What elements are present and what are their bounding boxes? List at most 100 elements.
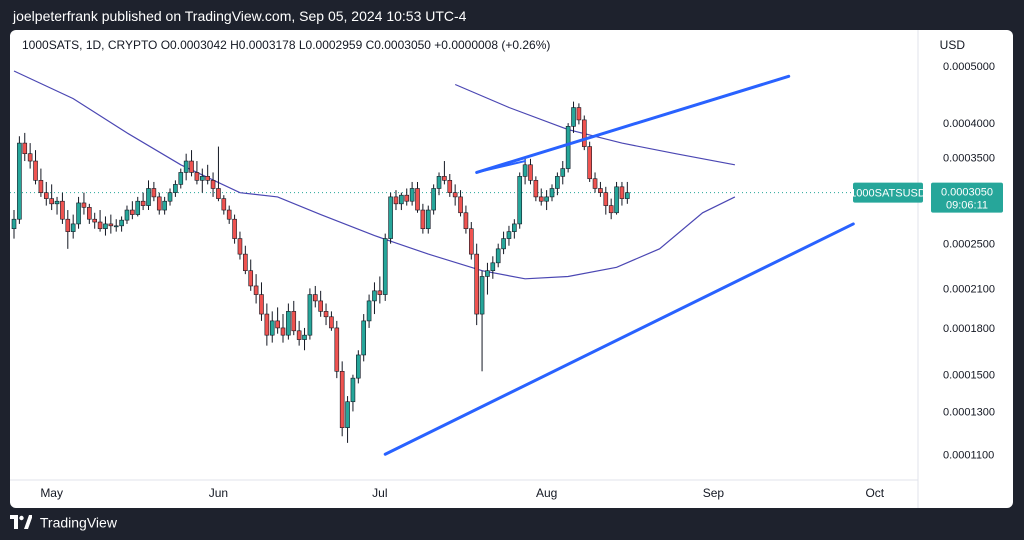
footer: TradingView: [10, 513, 117, 533]
candle-body: [146, 188, 151, 206]
footer-brand: TradingView: [39, 514, 117, 531]
candle-body: [296, 330, 302, 340]
candle-body: [442, 176, 447, 181]
candle-body: [512, 223, 517, 232]
candle-body: [528, 164, 533, 181]
candle-body: [81, 202, 87, 208]
candle-body: [350, 377, 356, 403]
trendline[interactable]: [475, 160, 527, 174]
candle-body: [33, 160, 38, 181]
candle-body: [200, 176, 205, 181]
candle-body: [216, 188, 221, 199]
candle-body: [399, 194, 404, 205]
candle-body: [463, 212, 469, 230]
trendline[interactable]: [383, 222, 855, 456]
candle-body: [366, 300, 372, 322]
candle-body: [183, 160, 189, 173]
price-tick-label: 0.0001100: [943, 449, 994, 461]
candle-body: [382, 238, 388, 295]
publisher-line: joelpeterfrank published on TradingView.…: [13, 8, 467, 24]
candle-body: [576, 107, 582, 121]
candle-body: [501, 238, 506, 250]
candle-body: [485, 270, 490, 277]
candle-body: [625, 192, 630, 199]
candle-body: [38, 180, 44, 193]
last-price-tag: [931, 182, 1003, 213]
moving-average-line: [13, 70, 736, 280]
candle-body: [156, 196, 162, 211]
last-price-value: 0.0003050: [941, 187, 993, 199]
candle-body: [312, 294, 318, 302]
candle-body: [124, 209, 130, 221]
candle-body: [565, 126, 571, 169]
candle-body: [415, 188, 420, 211]
candle-body: [555, 176, 560, 189]
price-tick-label: 0.0004000: [943, 118, 995, 130]
candle-body: [372, 290, 377, 302]
tradingview-logo-icon: [10, 515, 32, 530]
candle-body: [167, 192, 173, 202]
candle-body: [468, 228, 474, 255]
currency-label[interactable]: USD: [939, 38, 965, 52]
price-tick-label: 0.0003500: [943, 152, 995, 164]
candle-body: [581, 119, 587, 147]
candle-body: [329, 316, 334, 329]
time-tick-label: Jun: [209, 486, 228, 500]
time-tick-label: Aug: [536, 486, 557, 500]
symbol-tag-label: 1000SATSUSD: [850, 188, 926, 200]
candle-body: [221, 198, 227, 211]
candle-body: [130, 209, 135, 215]
candle-body: [70, 223, 76, 232]
candle-body: [275, 320, 280, 329]
publisher-bar: joelpeterfrank published on TradingView.…: [0, 0, 1024, 30]
price-tick-label: 0.0001500: [943, 370, 995, 382]
candle-body: [65, 218, 71, 232]
candle-body: [345, 401, 350, 429]
candle-body: [339, 371, 345, 429]
candle-body: [522, 164, 528, 177]
candle-body: [608, 205, 614, 214]
candle-body: [253, 285, 259, 295]
candle-body: [560, 168, 566, 177]
candle-body: [533, 180, 539, 198]
candle-body: [302, 334, 307, 340]
candle-body: [404, 194, 410, 202]
candle-body: [280, 327, 286, 336]
time-tick-label: Jul: [372, 486, 387, 500]
candle-body: [479, 276, 485, 315]
candle-body: [323, 311, 329, 318]
trendline[interactable]: [475, 74, 791, 174]
candle-body: [173, 184, 178, 193]
chart-panel[interactable]: 0.0005000 0.0004000 0.0003500 0.0002500 0.00…: [10, 30, 1013, 508]
candle-body: [264, 313, 270, 336]
candle-body: [334, 327, 340, 372]
time-tick-label: Oct: [865, 486, 884, 500]
candle-body: [17, 142, 22, 220]
candle-body: [205, 176, 210, 181]
candle-body: [291, 311, 297, 332]
candle-body: [232, 218, 237, 239]
candle-body: [361, 320, 367, 356]
candle-body: [388, 196, 393, 239]
candle-body: [49, 198, 54, 205]
candle-body: [420, 209, 426, 230]
candle-body: [409, 188, 415, 202]
price-chart[interactable]: 0.0005000 0.0004000 0.0003500 0.0002500 0.00…: [10, 30, 1013, 508]
candle-body: [22, 142, 28, 155]
price-tick-label: 0.0002500: [943, 239, 995, 251]
candle-body: [54, 200, 60, 205]
candle-body: [517, 176, 523, 225]
candle-body: [571, 107, 576, 127]
candle-body: [619, 186, 625, 199]
candle-body: [108, 223, 114, 227]
time-tick-label: Sep: [703, 486, 725, 500]
candle-body: [458, 196, 463, 214]
candle-body: [447, 180, 453, 193]
bar-countdown: 09:06:11: [946, 200, 988, 212]
candle-body: [614, 186, 619, 214]
candle-body: [135, 200, 141, 215]
candle-body: [603, 192, 609, 206]
candle-body: [226, 209, 232, 220]
candle-body: [436, 176, 442, 189]
price-tick-label: 0.0005000: [943, 61, 995, 73]
